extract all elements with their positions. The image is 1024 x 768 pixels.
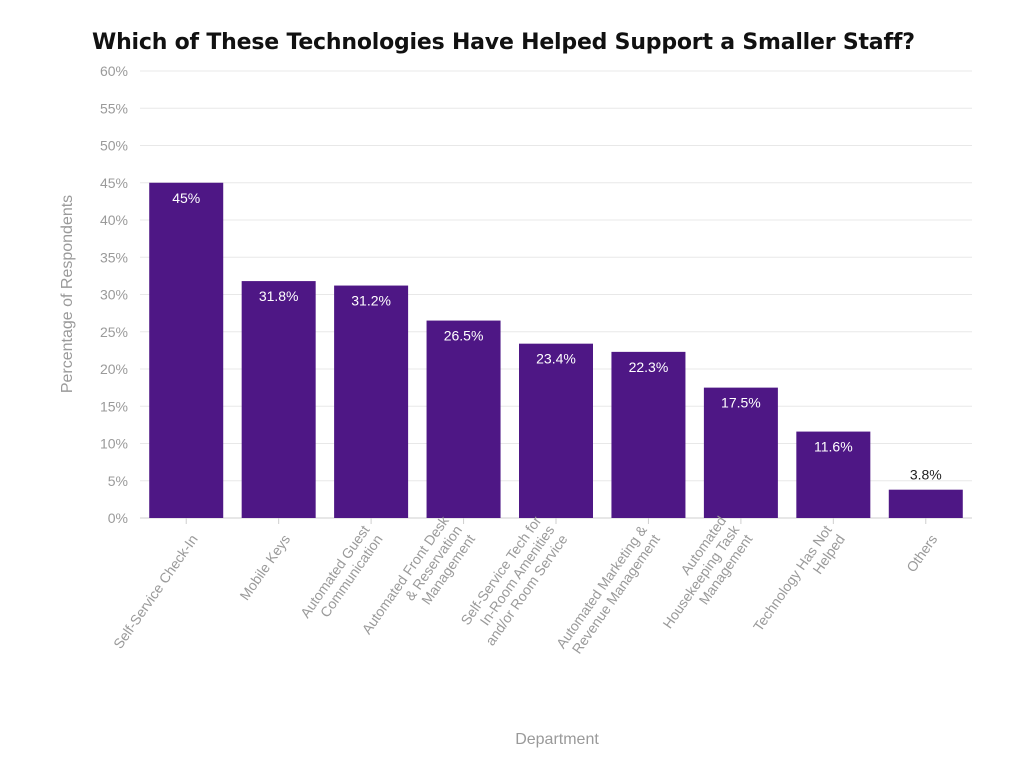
y-tick-label: 20% (100, 361, 128, 377)
y-axis-title: Percentage of Respondents (59, 195, 76, 393)
x-tick-label: AutomatedHousekeeping TaskManagement (646, 512, 756, 640)
x-tick-label: Self-Service Check-In (110, 531, 201, 651)
bar (703, 387, 778, 518)
y-tick-label: 50% (100, 138, 128, 154)
y-axis: 0% 5% 10% 15% 20% 25% 30% 35% 40% 45% 50% 55% 60% (100, 63, 128, 526)
bars (149, 182, 963, 518)
y-tick-label: 45% (100, 175, 128, 191)
chart-title: Which of These Technologies Have Helped … (92, 30, 915, 55)
bar-value-label: 26.5% (444, 328, 484, 344)
x-tick-label: Self-Service Tech forIn-Room Amenitiesan… (456, 513, 571, 649)
bar-value-label: 17.5% (721, 395, 761, 411)
y-tick-label: 25% (100, 324, 128, 340)
x-tick-label: Automated Marketing &Revenue Management (553, 522, 664, 661)
bar (519, 343, 593, 518)
y-tick-label: 55% (100, 100, 128, 116)
bar (796, 431, 871, 518)
y-tick-label: 10% (100, 436, 128, 452)
y-tick-label: 60% (100, 63, 128, 79)
bar (426, 320, 501, 518)
y-tick-label: 30% (100, 287, 128, 303)
bar-value-label: 11.6% (814, 439, 853, 455)
x-axis-title: Department (515, 731, 599, 748)
y-tick-label: 40% (100, 212, 128, 228)
data-labels: 45% 31.8% 31.2% 26.5% 23.4% 22.3% 17.5% 11.6% 3.… (172, 190, 942, 483)
bar (334, 285, 409, 518)
bar (149, 182, 224, 518)
bar-value-label: 23.4% (536, 351, 576, 367)
bar-value-label: 3.8% (910, 467, 942, 483)
bar (241, 281, 316, 518)
x-tick-label: Others (903, 531, 940, 575)
y-tick-label: 0% (108, 510, 128, 526)
bar-value-label: 31.8% (259, 288, 299, 304)
x-tick-label: Mobile Keys (236, 531, 293, 603)
bar (888, 489, 963, 518)
x-axis: Self-Service Check-In Mobile Keys Automate… (110, 512, 940, 661)
x-tick-label: Technology Has NotHelped (750, 522, 848, 643)
bar-value-label: 31.2% (351, 293, 391, 309)
bar-value-label: 22.3% (629, 359, 669, 375)
bar (611, 351, 686, 518)
bar-value-label: 45% (172, 190, 200, 206)
y-tick-label: 35% (100, 249, 128, 265)
x-tick-label: Automated Front Desk& ReservationManagem… (358, 512, 478, 655)
y-tick-label: 15% (100, 398, 128, 414)
y-tick-label: 5% (108, 473, 128, 489)
